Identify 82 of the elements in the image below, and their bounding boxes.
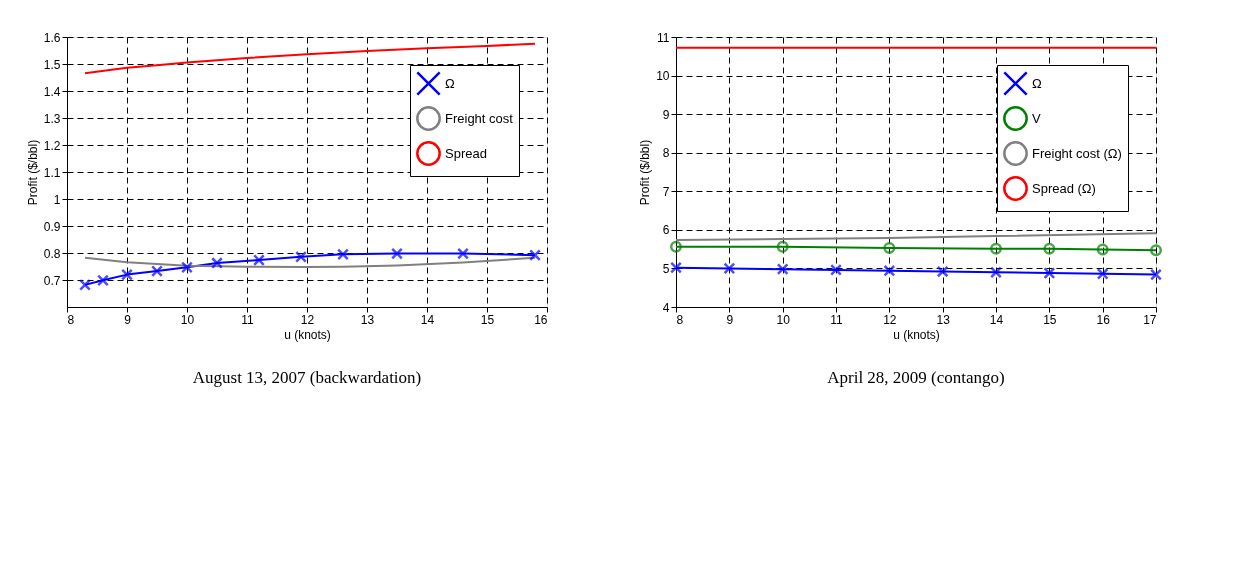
point bbox=[151, 265, 163, 278]
x-tick-label: 15 bbox=[480, 312, 495, 327]
text: August 13, 2007 (backwardation) bbox=[192, 368, 422, 387]
point bbox=[337, 248, 349, 261]
point bbox=[723, 262, 736, 275]
y-tick-label: 11 bbox=[657, 30, 670, 45]
line-series bbox=[676, 232, 1156, 241]
x-axis-title: u (knots) bbox=[284, 327, 331, 342]
x-tick-label: 10 bbox=[180, 312, 195, 327]
y-tick-label: 1.5 bbox=[43, 57, 61, 72]
y-tick-label: 1 bbox=[53, 192, 61, 207]
point bbox=[1043, 242, 1056, 255]
y-tick-label: 9 bbox=[662, 107, 670, 122]
x-tick-label: 16 bbox=[1096, 312, 1111, 327]
point bbox=[990, 242, 1002, 255]
y-axis-title: Profit ($/bbl) bbox=[638, 139, 653, 206]
point bbox=[670, 240, 682, 253]
y-tick-label: 7 bbox=[662, 184, 670, 199]
point bbox=[776, 263, 789, 276]
point bbox=[79, 278, 91, 291]
y-tick-label: 8 bbox=[662, 146, 670, 161]
point bbox=[181, 261, 193, 274]
point bbox=[529, 249, 541, 262]
point bbox=[97, 274, 109, 287]
point bbox=[776, 240, 789, 253]
y-tick-label: 5 bbox=[662, 261, 670, 276]
line-series bbox=[84, 256, 536, 269]
point bbox=[121, 268, 133, 281]
x-tick-label: 11 bbox=[241, 312, 255, 327]
y-tick-label: 1.3 bbox=[43, 111, 61, 126]
x-tick-label: 12 bbox=[883, 312, 897, 327]
x-tick-label: 17 bbox=[1143, 312, 1157, 327]
y-tick-label: 1.2 bbox=[43, 138, 61, 153]
point bbox=[1096, 243, 1109, 256]
legend-label: V bbox=[1032, 110, 1041, 126]
x-tick-label: 13 bbox=[360, 312, 375, 327]
y-tick-label: 4 bbox=[662, 300, 670, 315]
x-tick-label: 9 bbox=[124, 312, 132, 327]
point bbox=[883, 264, 896, 277]
point bbox=[457, 247, 469, 260]
y-tick-label: 0.7 bbox=[43, 273, 61, 288]
point bbox=[391, 247, 403, 260]
legend-label: Spread bbox=[445, 145, 487, 161]
point bbox=[670, 261, 682, 274]
x-tick-label: 16 bbox=[534, 312, 548, 327]
x-tick-label: 8 bbox=[676, 312, 684, 327]
line-series bbox=[84, 42, 536, 75]
point bbox=[295, 250, 307, 263]
y-axis-title: Profit ($/bbl) bbox=[25, 139, 40, 206]
x-tick-label: 11 bbox=[830, 312, 844, 327]
point bbox=[883, 242, 896, 254]
x-tick-label: 8 bbox=[67, 312, 75, 327]
x-tick-label: 13 bbox=[936, 312, 951, 327]
point bbox=[1043, 267, 1056, 280]
legend-label: Freight cost bbox=[445, 110, 514, 126]
y-tick-label: 1.4 bbox=[43, 84, 61, 99]
legend-label: Freight cost (Ω) bbox=[1032, 145, 1122, 161]
x-tick-label: 15 bbox=[1043, 312, 1057, 327]
point bbox=[830, 263, 842, 276]
text: April 28, 2009 (contango) bbox=[827, 368, 1005, 387]
point bbox=[253, 254, 265, 267]
y-tick-label: 1.6 bbox=[43, 30, 61, 45]
x-axis-title: u (knots) bbox=[893, 327, 940, 342]
x-tick-label: 9 bbox=[726, 312, 734, 327]
x-tick-label: 14 bbox=[989, 312, 1004, 327]
legend-label: Spread (Ω) bbox=[1032, 180, 1096, 196]
point bbox=[1150, 244, 1162, 257]
y-tick-label: 0.8 bbox=[43, 246, 61, 261]
point bbox=[1150, 268, 1162, 281]
y-tick-label: 10 bbox=[656, 69, 670, 84]
point bbox=[990, 266, 1002, 279]
y-tick-label: 6 bbox=[662, 223, 670, 238]
x-tick-label: 10 bbox=[776, 312, 791, 327]
x-tick-label: 14 bbox=[420, 312, 435, 327]
point bbox=[1096, 267, 1109, 280]
point bbox=[211, 257, 223, 269]
y-tick-label: 0.9 bbox=[43, 219, 61, 234]
legend-label: Ω bbox=[1032, 75, 1042, 91]
point bbox=[936, 265, 949, 278]
legend-label: Ω bbox=[445, 75, 455, 91]
x-tick-label: 12 bbox=[300, 312, 315, 327]
y-tick-label: 1.1 bbox=[43, 165, 61, 180]
